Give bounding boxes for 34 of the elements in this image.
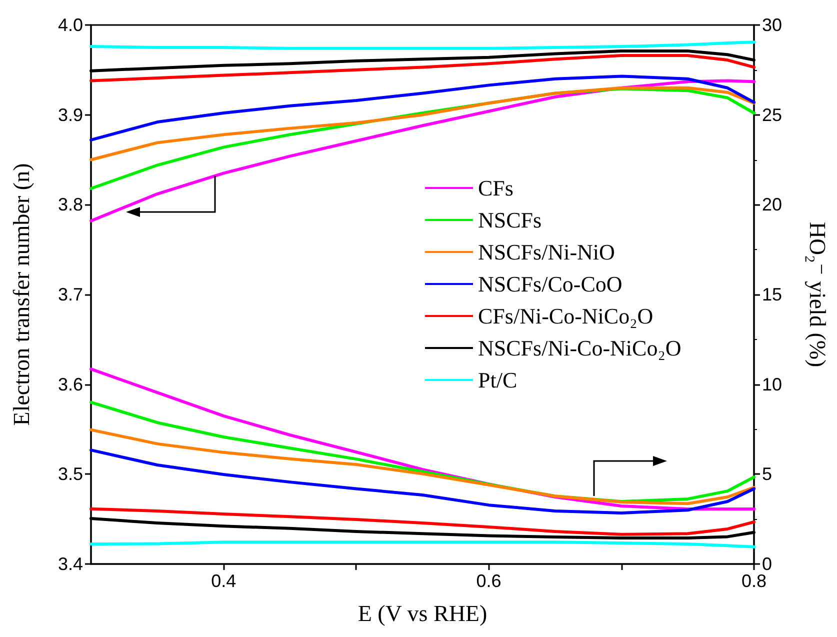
y-tick-label: 3.4 (58, 554, 83, 574)
y2-tick-label: 10 (762, 374, 782, 394)
y2-tick-label: 30 (762, 15, 782, 35)
legend-label: NSCFs/Ni-NiO (478, 240, 615, 264)
line-series (90, 86, 756, 162)
y2-tick-label: 20 (762, 194, 782, 215)
line-series (90, 428, 756, 506)
x-tick-label: 0.4 (211, 571, 236, 591)
y2-axis-title: HO₂⁻ yield (%) (805, 222, 830, 368)
y2-tick-label: 15 (762, 284, 782, 304)
y-tick-label: 3.7 (58, 284, 83, 304)
line-series (90, 40, 756, 50)
legend-label: NSCFs/Co-CoO (478, 272, 622, 296)
legend-label: CFs (478, 176, 514, 200)
y-tick-label: 3.9 (58, 104, 83, 125)
y-tick-label: 3.5 (58, 464, 83, 484)
y-tick-label: 3.8 (58, 194, 83, 215)
legend-label: CFs/Ni-Co-NiCo₂O (478, 304, 654, 328)
line-series (90, 74, 756, 142)
line-series (90, 507, 756, 536)
legend-label: NSCFs/Ni-Co-NiCo₂O (478, 336, 682, 360)
y-tick-label: 3.6 (58, 374, 83, 394)
legend-label: Pt/C (478, 368, 518, 392)
y-axis-title: Electron transfer number (n) (9, 163, 34, 426)
legend-label: NSCFs (478, 208, 542, 232)
line-series (90, 448, 756, 514)
x-tick-label: 0.6 (476, 571, 502, 591)
y2-tick-label: 5 (762, 464, 772, 484)
y-tick-label: 4.0 (58, 15, 83, 35)
y2-tick-label: 25 (762, 104, 782, 125)
y2-tick-label: 0 (762, 554, 772, 574)
x-axis-title: E (V vs RHE) (358, 601, 488, 626)
line-series (90, 54, 756, 82)
x-tick-label: 0.8 (741, 571, 767, 591)
